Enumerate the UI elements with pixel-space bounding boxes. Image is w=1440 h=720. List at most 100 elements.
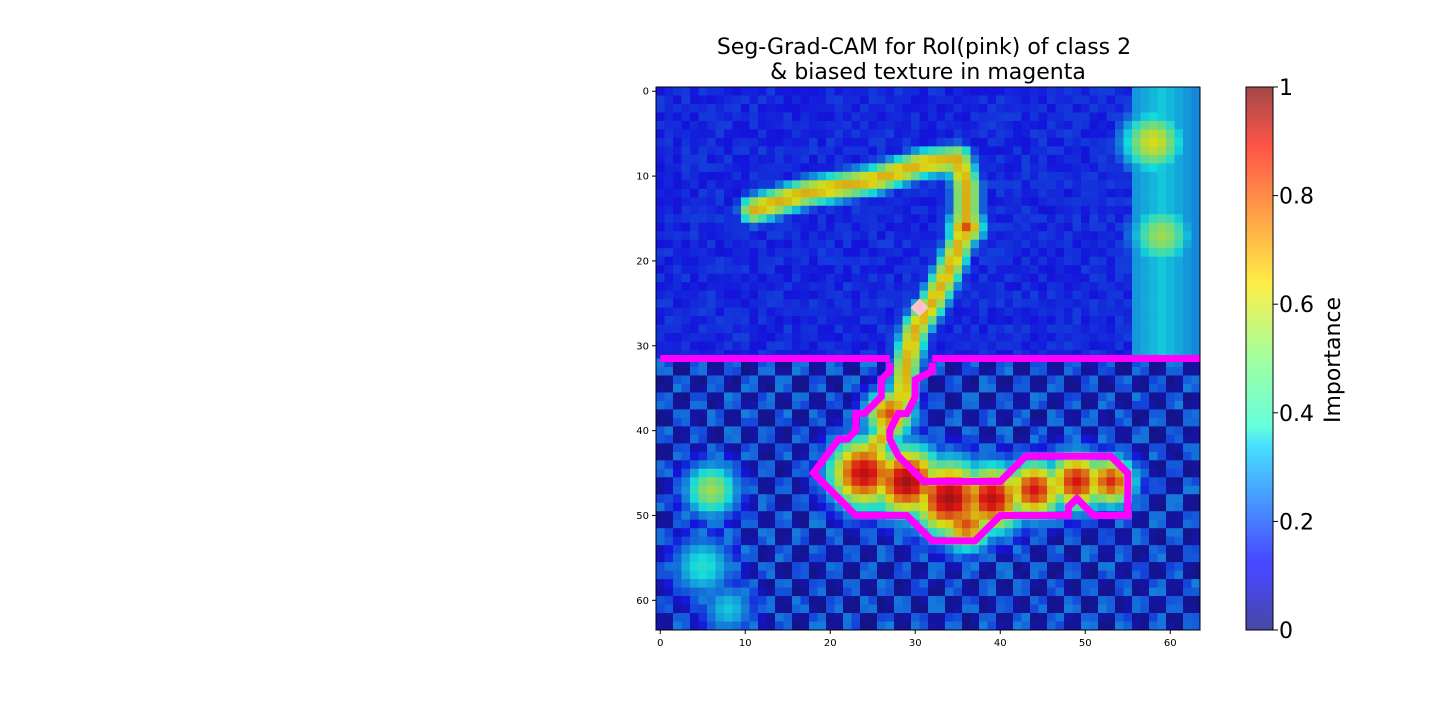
- heatmap-cell: [945, 154, 955, 164]
- heatmap-cell: [1013, 613, 1023, 623]
- heatmap-cell: [783, 87, 793, 97]
- heatmap-cell: [1123, 188, 1133, 198]
- heatmap-cell: [732, 621, 742, 630]
- heatmap-cell: [1030, 120, 1040, 131]
- heatmap-cell: [902, 468, 912, 478]
- heatmap-cell: [758, 579, 768, 589]
- heatmap-cell: [877, 307, 887, 317]
- heatmap-cell: [681, 375, 691, 385]
- heatmap-cell: [945, 451, 955, 461]
- heatmap-cell: [979, 502, 989, 512]
- heatmap-cell: [1072, 519, 1082, 529]
- heatmap-cell: [1064, 392, 1074, 402]
- heatmap-cell: [1106, 350, 1116, 360]
- heatmap-cell: [919, 502, 929, 512]
- heatmap-cell: [1055, 468, 1065, 478]
- heatmap-cell: [1106, 366, 1116, 377]
- heatmap-cell: [817, 154, 827, 164]
- heatmap-cell: [656, 282, 666, 292]
- heatmap-cell: [664, 248, 674, 258]
- heatmap-cell: [715, 265, 725, 275]
- heatmap-cell: [911, 596, 921, 606]
- heatmap-cell: [783, 358, 793, 368]
- heatmap-cell: [724, 604, 734, 614]
- heatmap-cell: [1132, 519, 1142, 529]
- heatmap-cell: [1191, 239, 1200, 249]
- heatmap-cell: [749, 103, 759, 114]
- heatmap-cell: [715, 222, 725, 232]
- heatmap-cell: [936, 409, 946, 419]
- heatmap-cell: [894, 392, 904, 402]
- heatmap-cell: [911, 587, 921, 597]
- heatmap-cell: [860, 392, 870, 402]
- heatmap-cell: [962, 613, 972, 623]
- heatmap-cell: [707, 511, 717, 521]
- heatmap-cell: [885, 553, 895, 563]
- heatmap-cell: [817, 536, 827, 546]
- heatmap-cell: [656, 460, 666, 470]
- heatmap-cell: [1174, 307, 1184, 317]
- heatmap-cell: [664, 231, 674, 241]
- heatmap-cell: [775, 256, 785, 266]
- heatmap-cell: [860, 570, 870, 580]
- heatmap-cell: [1106, 383, 1116, 394]
- heatmap-cell: [1047, 95, 1057, 105]
- heatmap-cell: [1004, 545, 1014, 555]
- heatmap-cell: [1089, 333, 1099, 343]
- heatmap-cell: [851, 383, 861, 394]
- heatmap-cell: [817, 587, 827, 597]
- heatmap-cell: [877, 485, 887, 495]
- heatmap-cell: [707, 553, 717, 563]
- heatmap-cell: [970, 451, 980, 461]
- heatmap-cell: [936, 231, 946, 241]
- heatmap-cell: [1030, 290, 1040, 300]
- heatmap-cell: [894, 239, 904, 249]
- heatmap-cell: [1183, 417, 1193, 427]
- heatmap-cell: [758, 95, 768, 105]
- heatmap-cell: [715, 180, 725, 190]
- heatmap-cell: [673, 434, 683, 444]
- heatmap-cell: [1030, 256, 1040, 266]
- heatmap-cell: [860, 460, 870, 470]
- heatmap-cell: [1064, 366, 1074, 377]
- heatmap-cell: [1064, 443, 1074, 453]
- heatmap-cell: [681, 519, 691, 529]
- heatmap-cell: [928, 256, 938, 266]
- heatmap-cell: [1123, 333, 1133, 343]
- heatmap-cell: [834, 400, 844, 410]
- heatmap-cell: [860, 604, 870, 614]
- heatmap-cell: [851, 87, 861, 97]
- heatmap-cell: [868, 417, 878, 427]
- heatmap-cell: [894, 333, 904, 343]
- heatmap-cell: [800, 383, 810, 394]
- heatmap-cell: [902, 137, 912, 147]
- heatmap-cell: [851, 434, 861, 444]
- heatmap-cell: [766, 307, 776, 317]
- heatmap-cell: [1098, 163, 1108, 173]
- heatmap-cell: [1166, 434, 1176, 444]
- heatmap-cell: [792, 324, 802, 334]
- heatmap-cell: [800, 417, 810, 427]
- heatmap-cell: [758, 256, 768, 266]
- heatmap-cell: [673, 460, 683, 470]
- heatmap-cell: [681, 154, 691, 164]
- heatmap-cell: [860, 129, 870, 139]
- heatmap-cell: [1072, 621, 1082, 630]
- heatmap-cell: [1183, 112, 1193, 122]
- heatmap-cell: [1183, 290, 1193, 300]
- heatmap-cell: [1055, 409, 1065, 419]
- heatmap-cell: [843, 358, 853, 368]
- heatmap-cell: [834, 485, 844, 495]
- heatmap-cell: [664, 316, 674, 326]
- heatmap-cell: [766, 366, 776, 377]
- heatmap-cell: [1072, 409, 1082, 419]
- heatmap-cell: [1013, 383, 1023, 394]
- heatmap-cell: [885, 477, 895, 487]
- heatmap-cell: [792, 205, 802, 215]
- colorbar-tick-label: 0: [1279, 619, 1293, 644]
- heatmap-cell: [996, 392, 1006, 402]
- heatmap-cell: [1123, 299, 1133, 309]
- heatmap-cell: [919, 451, 929, 461]
- heatmap-cell: [868, 358, 878, 368]
- heatmap-cell: [732, 477, 742, 487]
